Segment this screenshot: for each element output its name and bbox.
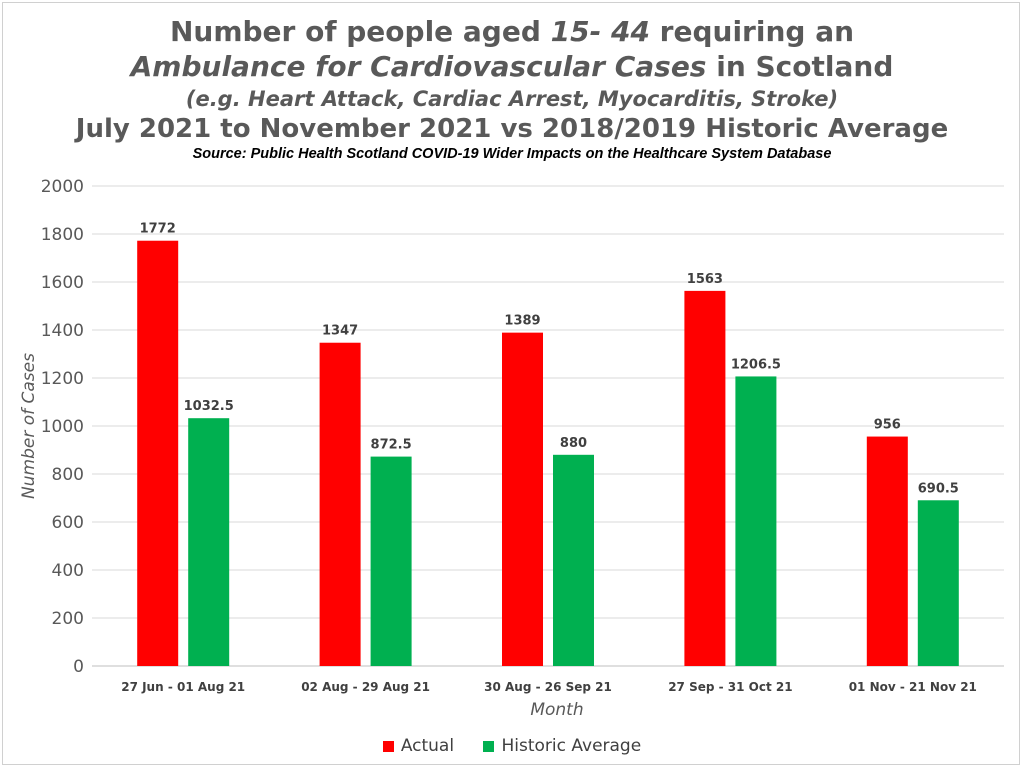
bar-historic — [917, 500, 959, 666]
y-tick-label: 1000 — [41, 417, 84, 437]
x-axis: 27 Jun - 01 Aug 21 02 Aug - 29 Aug 21 30 A… — [121, 680, 977, 694]
title-line-4: July 2021 to November 2021 vs 2018/2019 … — [75, 114, 949, 144]
bar-historic — [735, 376, 777, 666]
bar-actual — [684, 290, 726, 666]
x-tick-label: 30 Aug - 26 Sep 21 — [484, 680, 612, 694]
legend: Actual Historic Average — [0, 736, 1024, 757]
x-tick-label: 01 Nov - 21 Nov 21 — [849, 680, 977, 694]
legend-swatch-actual — [382, 740, 394, 752]
bars — [137, 240, 959, 666]
bar-historic — [370, 456, 412, 666]
legend-swatch-historic — [483, 740, 495, 752]
x-tick-label: 02 Aug - 29 Aug 21 — [301, 680, 430, 694]
y-axis: 0 200 400 600 800 1000 1200 1400 1600 1800 2000 — [41, 177, 84, 677]
source-note: Source: Public Health Scotland COVID-19 … — [192, 146, 832, 162]
data-label: 1563 — [687, 272, 723, 287]
bar-historic — [188, 418, 230, 666]
data-label: 880 — [560, 436, 587, 451]
data-label: 1772 — [140, 222, 176, 237]
y-axis-label: Number of Cases — [19, 353, 39, 499]
data-label: 872.5 — [371, 438, 412, 453]
bar-actual — [319, 342, 361, 666]
title-line-2: Ambulance for Cardiovascular Cases in Sc… — [130, 50, 894, 83]
y-tick-label: 1400 — [41, 321, 84, 341]
y-tick-label: 0 — [73, 657, 84, 677]
legend-label-historic: Historic Average — [501, 736, 642, 756]
bar-actual — [137, 240, 179, 666]
legend-item-historic: Historic Average — [483, 736, 641, 756]
x-axis-label: Month — [530, 700, 583, 720]
legend-item-actual: Actual — [382, 736, 455, 756]
y-tick-label: 1600 — [41, 273, 84, 293]
data-label: 1206.5 — [731, 357, 781, 372]
y-tick-label: 800 — [52, 465, 84, 485]
chart-title: Number of people aged 15- 44 requiring a… — [0, 14, 1024, 164]
data-label: 690.5 — [918, 481, 959, 496]
y-tick-label: 2000 — [41, 177, 84, 197]
x-tick-label: 27 Jun - 01 Aug 21 — [121, 680, 245, 694]
data-label: 1347 — [322, 324, 358, 339]
x-tick-label: 27 Sep - 31 Oct 21 — [668, 680, 792, 694]
y-tick-label: 400 — [52, 561, 84, 581]
bar-actual — [502, 332, 543, 666]
y-tick-label: 600 — [52, 513, 84, 533]
data-labels: 1772 1032.5 1347 872.5 1389 880 1563 1206.5 956 6… — [140, 222, 959, 497]
grid-lines — [92, 185, 1004, 667]
legend-label-actual: Actual — [400, 736, 455, 756]
y-tick-label: 200 — [52, 609, 84, 629]
data-label: 1032.5 — [184, 399, 234, 414]
data-label: 1389 — [504, 314, 540, 329]
data-label: 956 — [874, 418, 901, 433]
title-line-3: (e.g. Heart Attack, Cardiac Arrest, Myoc… — [185, 87, 839, 111]
y-tick-label: 1800 — [41, 225, 84, 245]
title-line-1: Number of people aged 15- 44 requiring a… — [169, 15, 855, 48]
y-tick-label: 1200 — [41, 369, 84, 389]
bar-historic — [553, 454, 594, 666]
bar-actual — [866, 436, 908, 666]
